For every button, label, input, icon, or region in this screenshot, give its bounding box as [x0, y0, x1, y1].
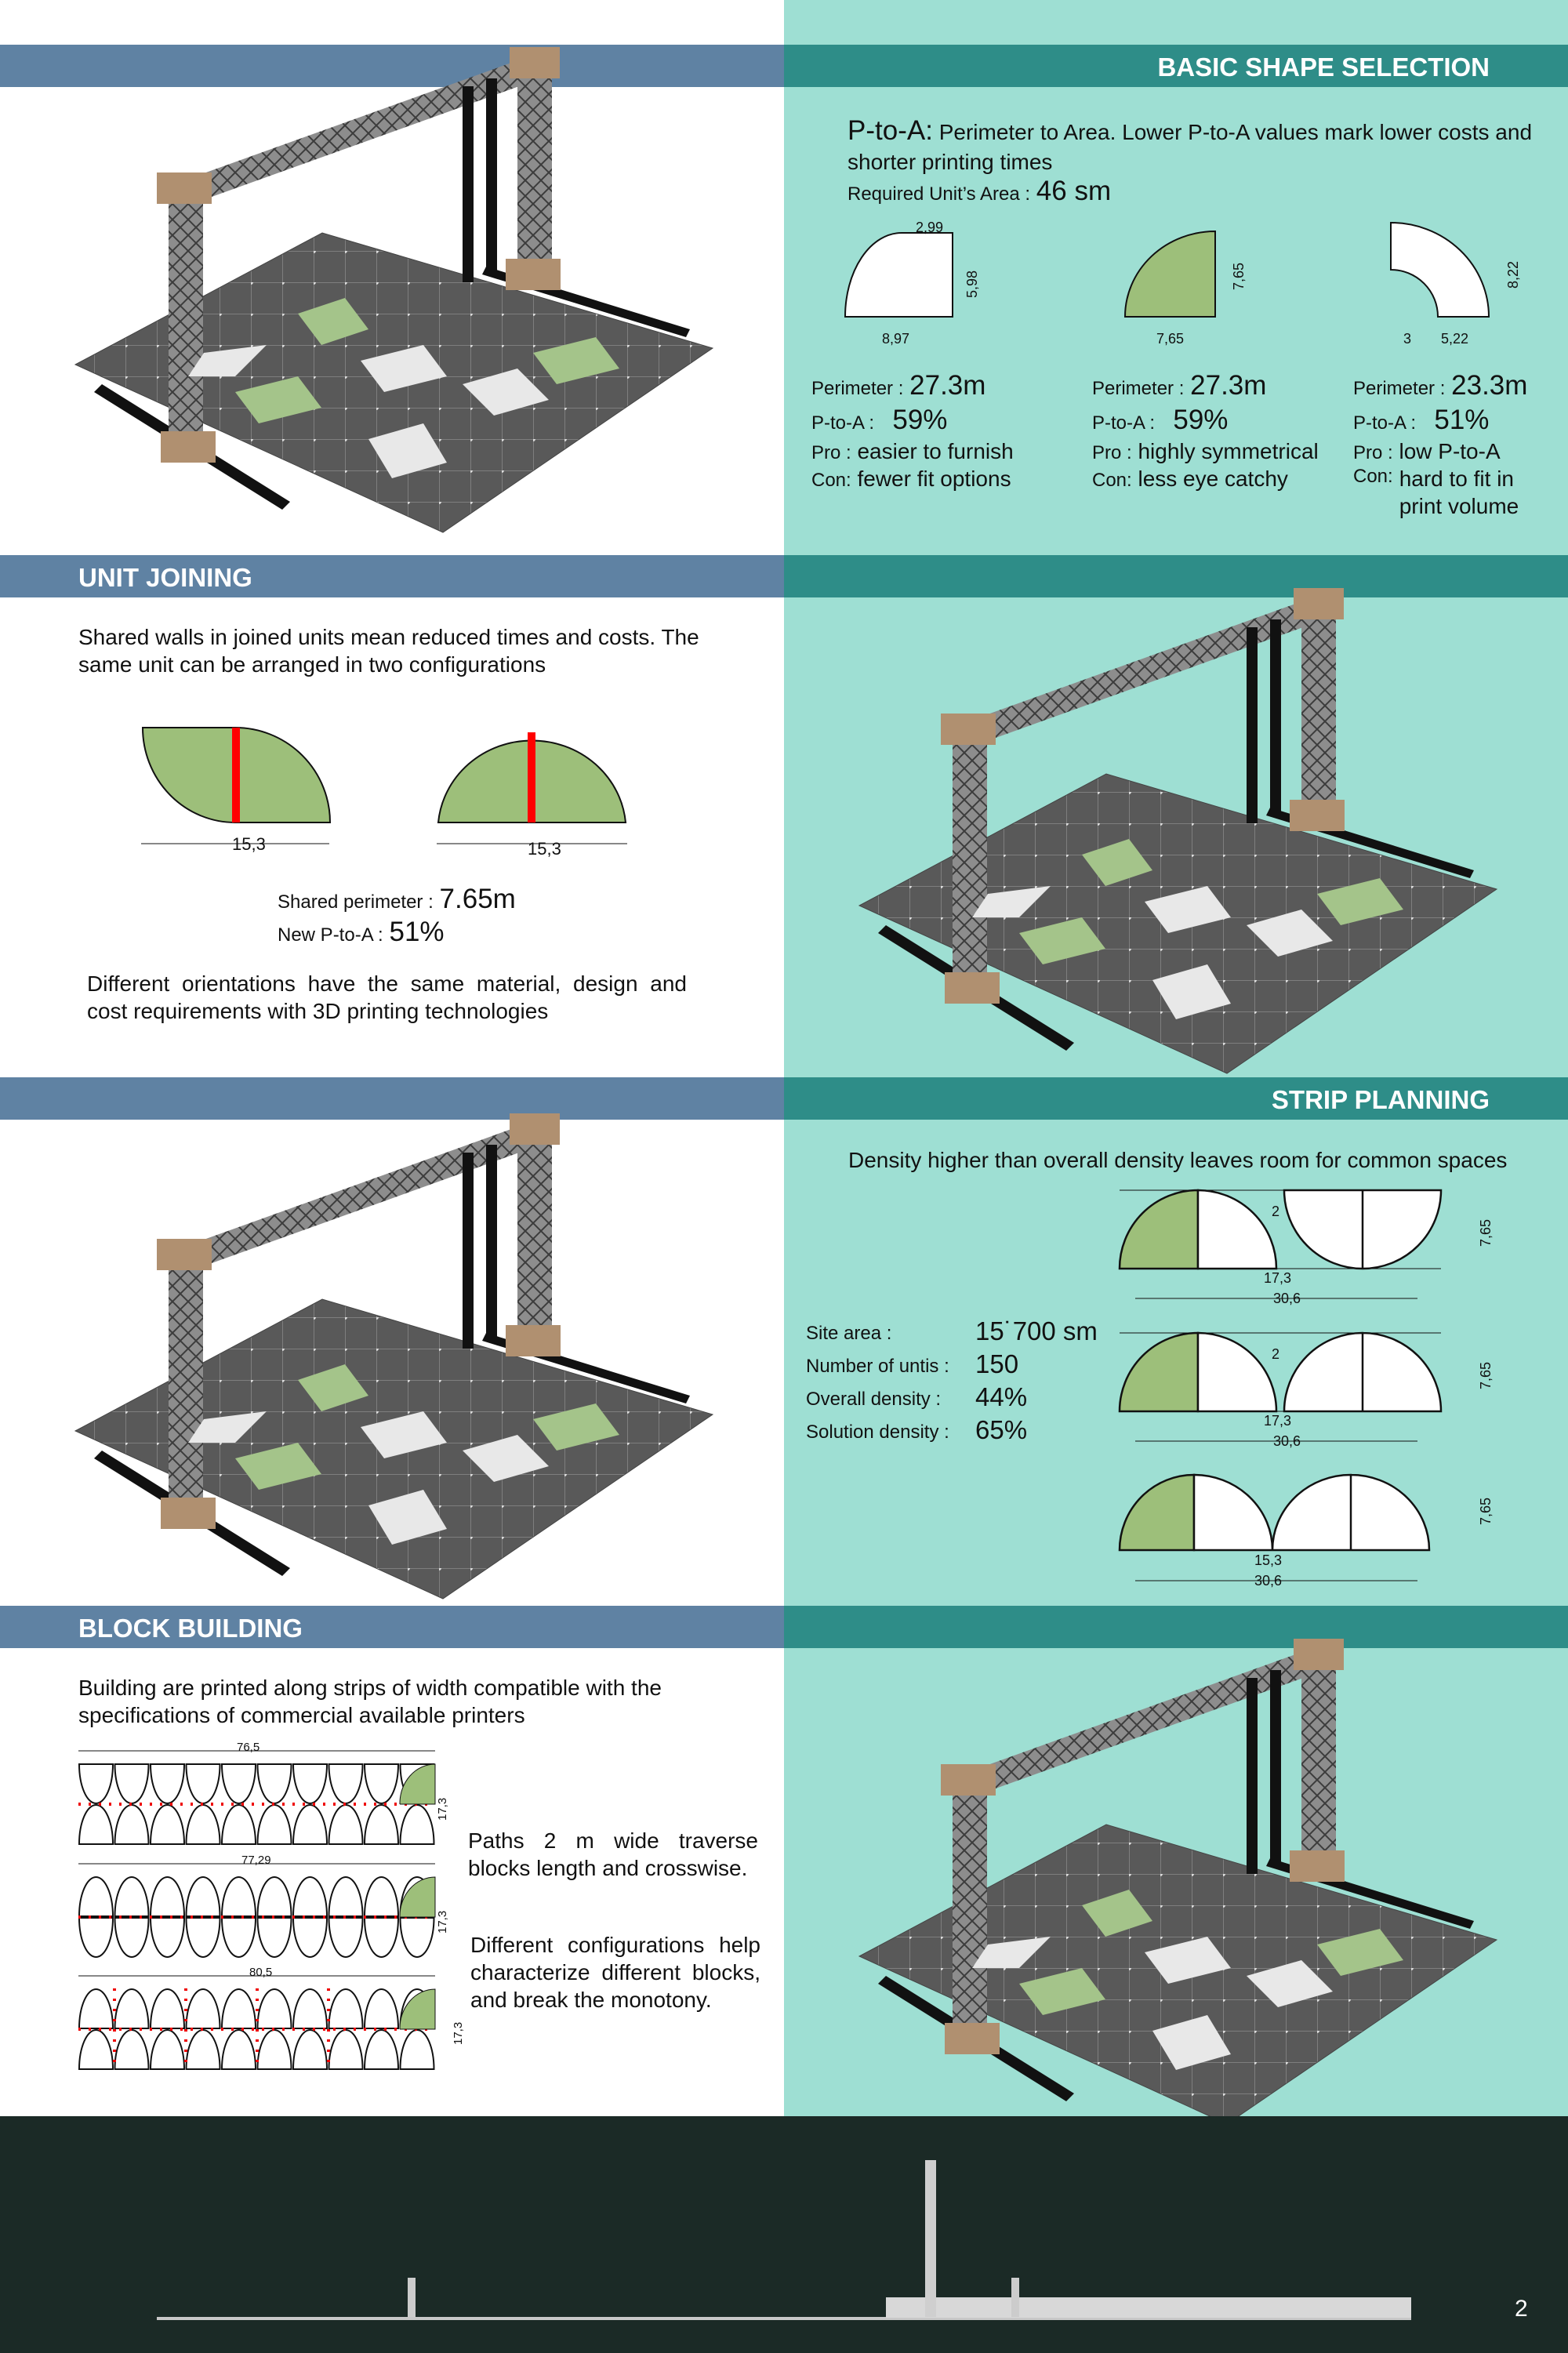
dim: 15,3 [528, 839, 561, 859]
label: P-to-A : [1092, 412, 1156, 434]
page-number: 2 [1515, 2296, 1528, 2322]
value: 51% [389, 917, 445, 947]
label: New P-to-A : [278, 924, 383, 946]
block-diagrams [78, 1750, 436, 2070]
dim: 15,3 [1254, 1552, 1283, 1568]
dim: 15,3 [232, 834, 266, 854]
dim: 2,99 [916, 220, 944, 235]
label: Pro : [811, 441, 851, 463]
label: Overall density : [806, 1389, 942, 1410]
dim: 17,3 [452, 2021, 465, 2045]
shape-stats: Perimeter : 27.3m P-to-A : 59% Pro : eas… [811, 369, 1070, 492]
area-label: Required Unit’s Area : [848, 183, 1031, 205]
term: P-to-A: [848, 115, 933, 146]
dim: 80,5 [249, 1966, 273, 1979]
dim: 76,5 [237, 1741, 260, 1754]
section-title: STRIP PLANNING [1271, 1085, 1490, 1114]
section-title: UNIT JOINING [78, 563, 252, 592]
value: highly symmetrical [1138, 438, 1319, 463]
value: 23.3m [1451, 370, 1528, 401]
paragraph: Building are printed along strips of wid… [78, 1676, 662, 1727]
paragraph: Shared walls in joined units mean reduce… [78, 625, 699, 677]
label: Site area : [806, 1323, 892, 1344]
dim: 30,6 [1273, 1291, 1301, 1306]
dim: 77,29 [241, 1854, 271, 1867]
label: Shared perimeter : [278, 891, 434, 913]
value: 27.3m [1190, 370, 1267, 401]
paragraph: Paths 2 m wide traverse blocks length an… [468, 1828, 758, 1880]
label: Number of untis : [806, 1356, 949, 1377]
area-value: 46 sm [1036, 176, 1112, 206]
section-bands [0, 45, 1568, 1648]
dim: 17,3 [436, 1910, 449, 1934]
dim: 7,65 [1478, 1361, 1494, 1389]
label: Con: [811, 469, 851, 491]
value: 27.3m [909, 370, 986, 401]
label: P-to-A : [1353, 412, 1417, 434]
value: 150 [975, 1349, 1019, 1378]
dim: 3 [1403, 331, 1412, 347]
section-title: BLOCK BUILDING [78, 1614, 303, 1643]
strip-diagrams [1118, 1189, 1443, 1581]
dim: 7,65 [1156, 331, 1185, 347]
value: 59% [892, 404, 948, 435]
value: 65% [975, 1415, 1028, 1444]
shape-stats: Perimeter : 27.3m P-to-A : 59% Pro : hig… [1092, 369, 1351, 492]
shared: Shared perimeter : 7.65m [278, 882, 516, 917]
dim: 7,65 [1478, 1218, 1494, 1247]
value: 7.65m [439, 884, 516, 914]
intro: P-to-A: Perimeter to Area. Lower P-to-A … [848, 114, 1553, 176]
elevation-band [0, 2116, 1568, 2353]
value: easier to furnish [857, 438, 1014, 463]
label: Con: [1353, 465, 1393, 487]
dim: 7,65 [1231, 262, 1247, 290]
value: 15˙700 sm [975, 1316, 1098, 1345]
shape-diagrams [844, 221, 1490, 318]
dim: 2 [1272, 1346, 1280, 1362]
label: Perimeter : [1092, 378, 1185, 399]
dim: 30,6 [1254, 1573, 1283, 1589]
value: 51% [1434, 404, 1490, 435]
label: P-to-A : [811, 412, 875, 434]
value: less eye catchy [1138, 466, 1288, 491]
label: Pro : [1353, 441, 1393, 463]
value: low P-to-A [1399, 438, 1501, 463]
dim: 5,22 [1441, 331, 1469, 347]
dim: 17,3 [436, 1797, 449, 1821]
value: hard to fit in print volume [1399, 466, 1519, 518]
dim: 7,65 [1478, 1497, 1494, 1525]
dim: 8,97 [882, 331, 910, 347]
dim: 17,3 [1264, 1413, 1292, 1429]
paragraph: Density higher than overall density leav… [848, 1148, 1508, 1172]
dim: 5,98 [964, 270, 980, 298]
paragraph: Different orientations have the same mat… [87, 971, 687, 1023]
section-title: BASIC SHAPE SELECTION [1157, 53, 1490, 82]
label: Perimeter : [811, 378, 904, 399]
right-column [784, 0, 1568, 2116]
label: Pro : [1092, 441, 1132, 463]
dim: 30,6 [1273, 1433, 1301, 1449]
definition: Perimeter to Area. Lower P-to-A values m… [848, 120, 1533, 174]
label: Solution density : [806, 1422, 949, 1443]
dim: 8,22 [1505, 260, 1521, 289]
area: Required Unit’s Area : 46 sm [848, 174, 1111, 209]
label: Con: [1092, 469, 1132, 491]
stat-labels: Site area : Number of untis : Overall de… [806, 1317, 949, 1449]
new-pta: New P-to-A : 51% [278, 915, 445, 950]
dim: 17,3 [1264, 1270, 1292, 1286]
joining-diagrams [141, 727, 627, 844]
paragraph: Different configurations help characteri… [470, 1933, 760, 2012]
dim: 2 [1272, 1204, 1280, 1219]
value: 59% [1173, 404, 1229, 435]
value: 44% [975, 1382, 1028, 1411]
value: fewer fit options [857, 466, 1011, 491]
shape-stats: Perimeter : 23.3m P-to-A : 51% Pro : low… [1353, 369, 1549, 520]
stat-values: 15˙700 sm 150 44% 65% [975, 1315, 1098, 1447]
label: Perimeter : [1353, 378, 1446, 399]
